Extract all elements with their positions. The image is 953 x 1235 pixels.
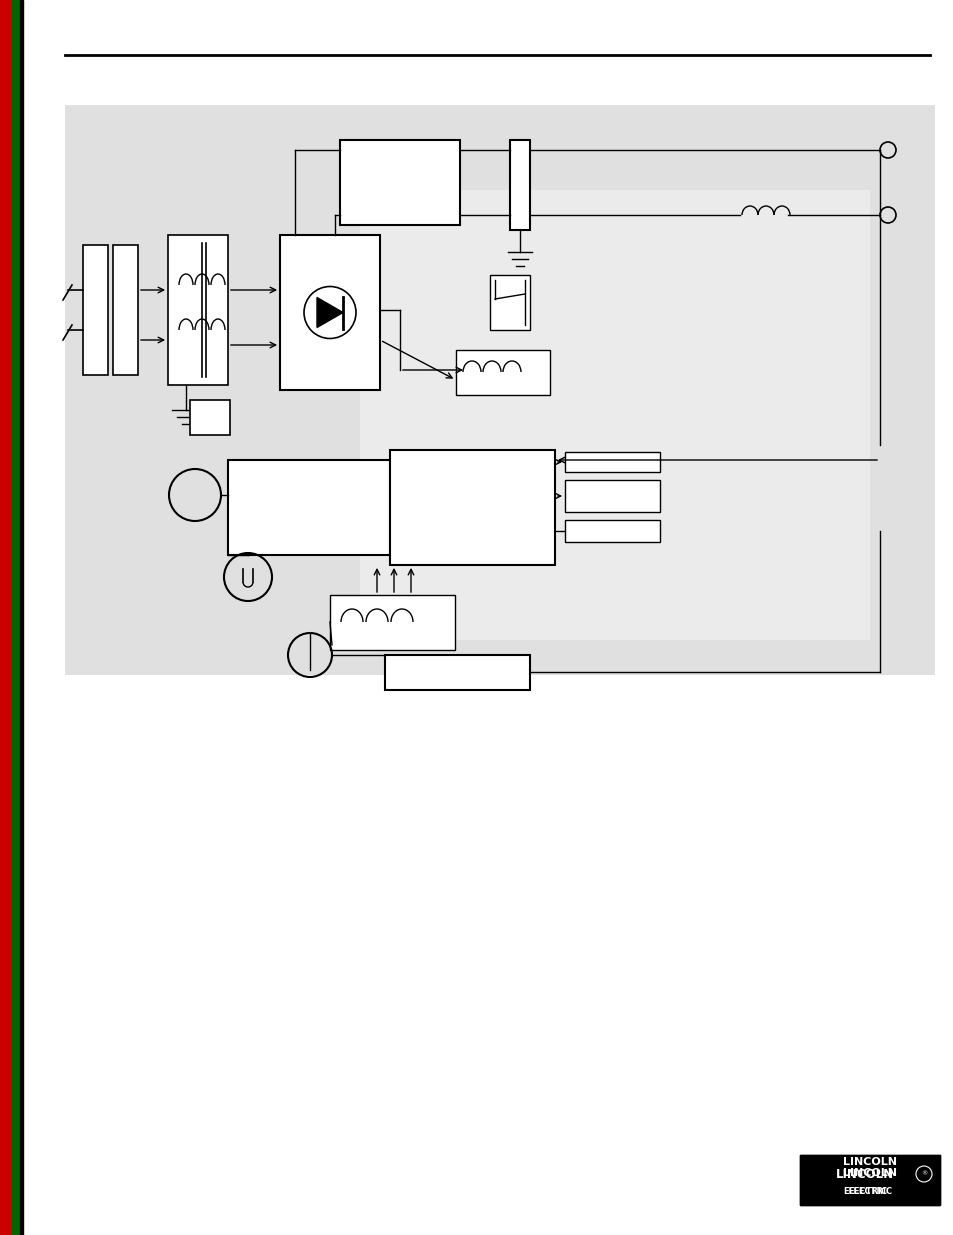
Text: LINCOLN: LINCOLN	[835, 1167, 893, 1181]
Text: ELECTRIC: ELECTRIC	[847, 1187, 891, 1195]
Text: LINCOLN: LINCOLN	[842, 1167, 896, 1177]
Text: ®: ®	[920, 1172, 926, 1177]
Bar	[228, 459, 390, 555]
Bar	[490, 275, 530, 330]
Text: LINCOLN: LINCOLN	[842, 1157, 896, 1167]
Bar	[385, 655, 530, 690]
Bar	[800, 1155, 939, 1205]
Bar	[20, 0, 23, 1235]
Bar	[339, 140, 459, 225]
Bar	[564, 480, 659, 513]
Bar	[564, 452, 659, 472]
Bar	[456, 350, 550, 395]
Bar	[390, 450, 555, 564]
Bar	[12, 0, 20, 1235]
Bar	[112, 245, 138, 375]
Bar	[800, 1155, 939, 1205]
Bar	[564, 520, 659, 542]
Bar	[168, 235, 228, 385]
Bar	[0, 0, 12, 1235]
Bar	[280, 235, 379, 390]
Bar	[330, 595, 455, 650]
Bar	[359, 190, 869, 640]
Bar	[65, 105, 934, 676]
Text: ELECTRIC: ELECTRIC	[842, 1187, 886, 1195]
Polygon shape	[316, 298, 343, 327]
Bar	[190, 400, 230, 435]
Bar	[83, 245, 108, 375]
Bar	[510, 140, 530, 230]
